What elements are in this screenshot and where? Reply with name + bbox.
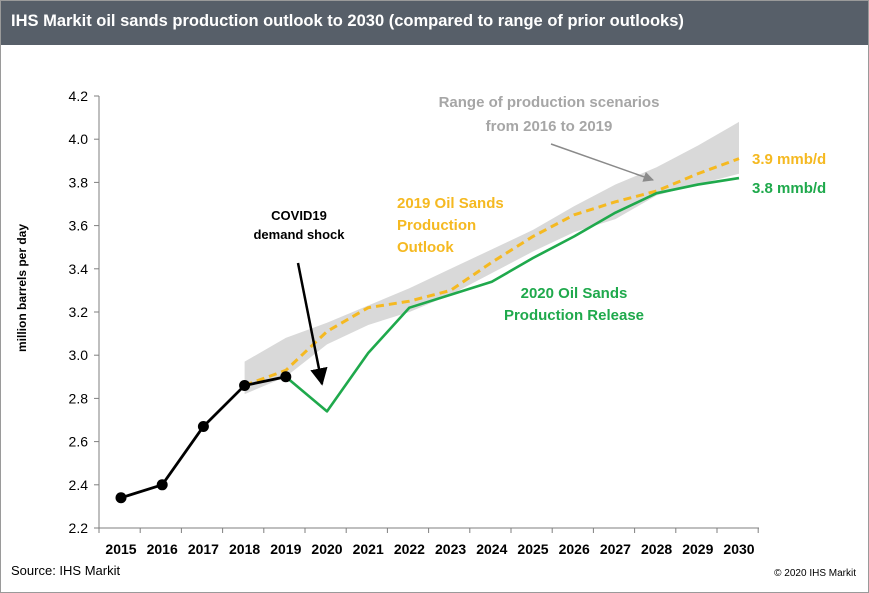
release-2020-label: 2020 Oil Sands	[521, 285, 628, 302]
range-band-area	[244, 121, 739, 395]
chart-plot: 2.2 2.4 2.6 2.8 3.0 3.2 3.4 3.6 3.8 4.0 4.2 2015 201…	[15, 88, 826, 557]
y-tick-label: 4.2	[69, 88, 89, 104]
end-value-2019-label: 3.9 mmb/d	[752, 151, 826, 168]
y-tick-label: 2.8	[69, 390, 89, 406]
y-axis-label: million barrels per day	[15, 224, 29, 352]
outlook-2019-label: Production	[397, 217, 476, 234]
covid-arrow	[296, 262, 328, 386]
history-point	[239, 379, 251, 391]
y-tick-label: 2.4	[69, 477, 89, 493]
outlook-2019-label: 2019 Oil Sands	[397, 195, 504, 212]
history-line	[120, 375, 287, 500]
outlook-2019-label: Outlook	[397, 239, 454, 256]
x-tick-label: 2024	[476, 541, 507, 557]
x-tick-label: 2023	[435, 541, 466, 557]
range-scenarios-label: from 2016 to 2019	[486, 118, 613, 135]
history-point	[280, 371, 292, 383]
x-tick-label: 2030	[723, 541, 754, 557]
x-tick-label: 2025	[517, 541, 548, 557]
x-tick-label: 2026	[559, 541, 590, 557]
y-tick-label: 2.6	[69, 434, 89, 450]
covid-label: COVID19	[271, 208, 327, 223]
source-note: Source: IHS Markit	[11, 563, 121, 578]
copyright-note: © 2020 IHS Markit	[774, 568, 856, 579]
x-tick-label: 2015	[105, 541, 136, 557]
release-2020-line	[284, 176, 740, 413]
y-tick-label: 3.8	[69, 174, 89, 190]
title-bar: IHS Markit oil sands production outlook …	[1, 1, 868, 45]
covid-label: demand shock	[253, 227, 345, 242]
x-tick-label: 2028	[641, 541, 672, 557]
x-tick-label: 2018	[229, 541, 260, 557]
range-arrow	[550, 143, 654, 182]
x-tick-label: 2022	[394, 541, 425, 557]
history-point	[197, 420, 209, 432]
end-value-2020-label: 3.8 mmb/d	[752, 180, 826, 197]
x-tick-label: 2029	[682, 541, 713, 557]
x-tick-label: 2020	[311, 541, 342, 557]
x-tick-label: 2021	[353, 541, 384, 557]
x-tick-label: 2027	[600, 541, 631, 557]
y-tick-label: 4.0	[69, 131, 89, 147]
y-tick-label: 2.2	[69, 520, 89, 536]
x-tick-label: 2016	[147, 541, 178, 557]
chart-title: IHS Markit oil sands production outlook …	[11, 12, 684, 30]
y-tick-label: 3.4	[69, 261, 89, 277]
release-2020-label: Production Release	[504, 307, 644, 324]
y-tick-label: 3.0	[69, 347, 89, 363]
history-point	[156, 479, 168, 491]
history-point	[115, 492, 127, 504]
y-tick-label: 3.6	[69, 218, 89, 234]
range-scenarios-label: Range of production scenarios	[439, 94, 660, 111]
x-tick-label: 2017	[188, 541, 219, 557]
y-tick-label: 3.2	[69, 304, 89, 320]
x-tick-label: 2019	[270, 541, 301, 557]
